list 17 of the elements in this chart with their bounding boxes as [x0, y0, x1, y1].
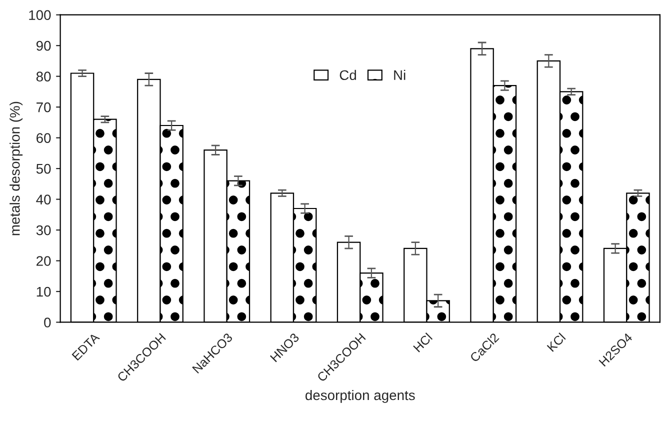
x-tick-label: HCl: [412, 332, 433, 352]
y-tick-label: 40: [36, 194, 51, 204]
x-tick-label: KCl: [546, 332, 566, 352]
x-axis-title: desorption agents: [306, 390, 415, 403]
legend-label: Cd: [340, 70, 356, 80]
y-tick-label: 10: [36, 286, 51, 297]
y-tick-label: 80: [36, 72, 51, 82]
y-axis-title: metals desorption (%): [10, 102, 23, 236]
y-tick-label: 30: [36, 225, 51, 236]
legend-label: Ni: [394, 70, 406, 80]
y-tick-label: 90: [36, 40, 51, 51]
y-tick-label: 70: [36, 102, 51, 112]
y-tick-label: 20: [36, 256, 51, 266]
y-tick-label: 100: [29, 10, 51, 20]
y-tick-label: 0: [44, 318, 51, 328]
y-tick-label: 50: [36, 164, 51, 174]
y-tick-label: 60: [36, 133, 51, 143]
